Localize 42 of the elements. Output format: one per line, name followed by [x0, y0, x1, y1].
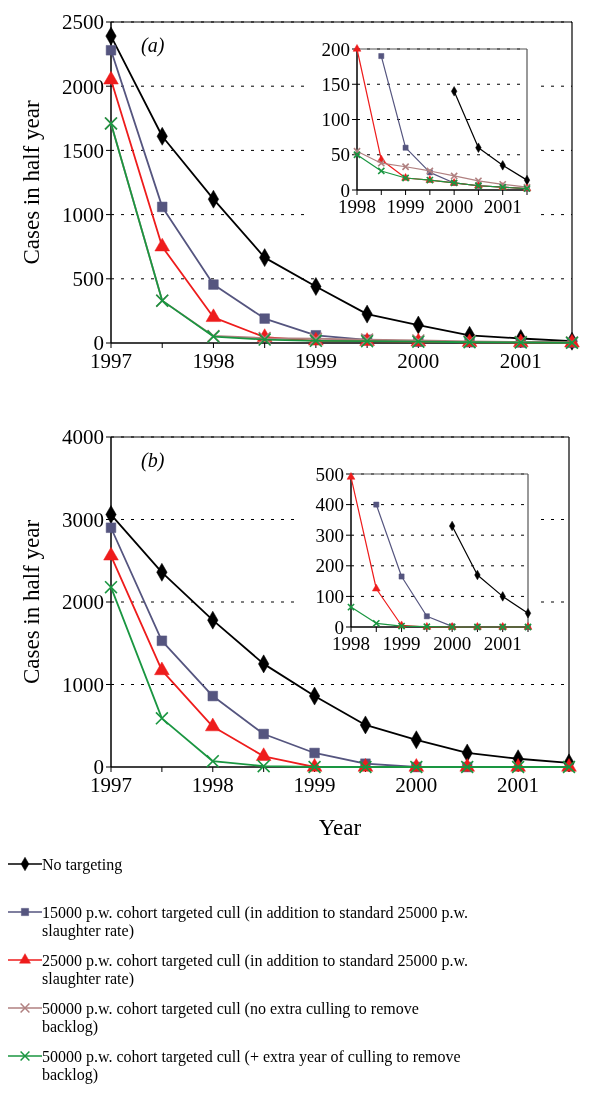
x-tick-label: 1999 [293, 772, 336, 797]
legend-label: 15000 p.w. cohort targeted cull (in addition to standard 25000 p.w. slaughter rate) [42, 903, 468, 940]
x-tick-label: 1999 [294, 348, 337, 373]
x-tick-label: 2001 [483, 196, 522, 218]
y-tick-label: 1000 [62, 202, 104, 227]
y-tick-label: 2500 [62, 10, 104, 35]
y-tick-label: 2000 [62, 74, 104, 99]
y-tick-label: 1500 [62, 138, 104, 163]
legend-label: No targeting [42, 855, 123, 874]
x-tick-label: 2001 [499, 348, 542, 373]
y-tick-label: 150 [321, 73, 350, 95]
legend-label: 50000 p.w. cohort targeted cull (no extra culling to remove backlog) [42, 999, 419, 1036]
x-tick-label: 1999 [382, 633, 421, 655]
y-tick-label: 3000 [62, 507, 104, 532]
x-tick-label: 2000 [435, 196, 474, 218]
y-tick-label: 500 [315, 463, 344, 485]
y-tick-label: 300 [315, 524, 344, 546]
y-tick-label: 200 [321, 38, 350, 60]
x-axis-title: Year [318, 815, 362, 840]
y-tick-label: 500 [72, 267, 104, 292]
x-tick-label: 2001 [483, 633, 522, 655]
annotation: (a) [141, 34, 165, 57]
x-tick-label: 2000 [397, 348, 440, 373]
x-tick-label: 1998 [192, 348, 235, 373]
y-tick-label: 200 [315, 555, 344, 577]
annotation: (b) [141, 449, 165, 472]
y-axis-title: Cases in half year [19, 100, 44, 265]
x-tick-label: 1998 [191, 772, 234, 797]
legend-label: 50000 p.w. cohort targeted cull (+ extra year of culling to remove backlog) [42, 1047, 461, 1084]
x-tick-label: 2000 [433, 633, 472, 655]
y-tick-label: 4000 [62, 425, 104, 450]
y-tick-label: 100 [321, 109, 350, 131]
y-tick-label: 100 [315, 586, 344, 608]
x-tick-label: 2001 [497, 772, 540, 797]
x-tick-label: 1999 [386, 196, 425, 218]
y-tick-label: 50 [331, 144, 350, 166]
legend-label: 25000 p.w. cohort targeted cull (in addition to standard 25000 p.w. slaughter rate) [42, 951, 468, 988]
y-tick-label: 1000 [62, 672, 104, 697]
y-tick-label: 400 [315, 494, 344, 516]
x-tick-label: 2000 [395, 772, 438, 797]
y-tick-label: 2000 [62, 590, 104, 615]
y-axis-title: Cases in half year [19, 519, 44, 685]
